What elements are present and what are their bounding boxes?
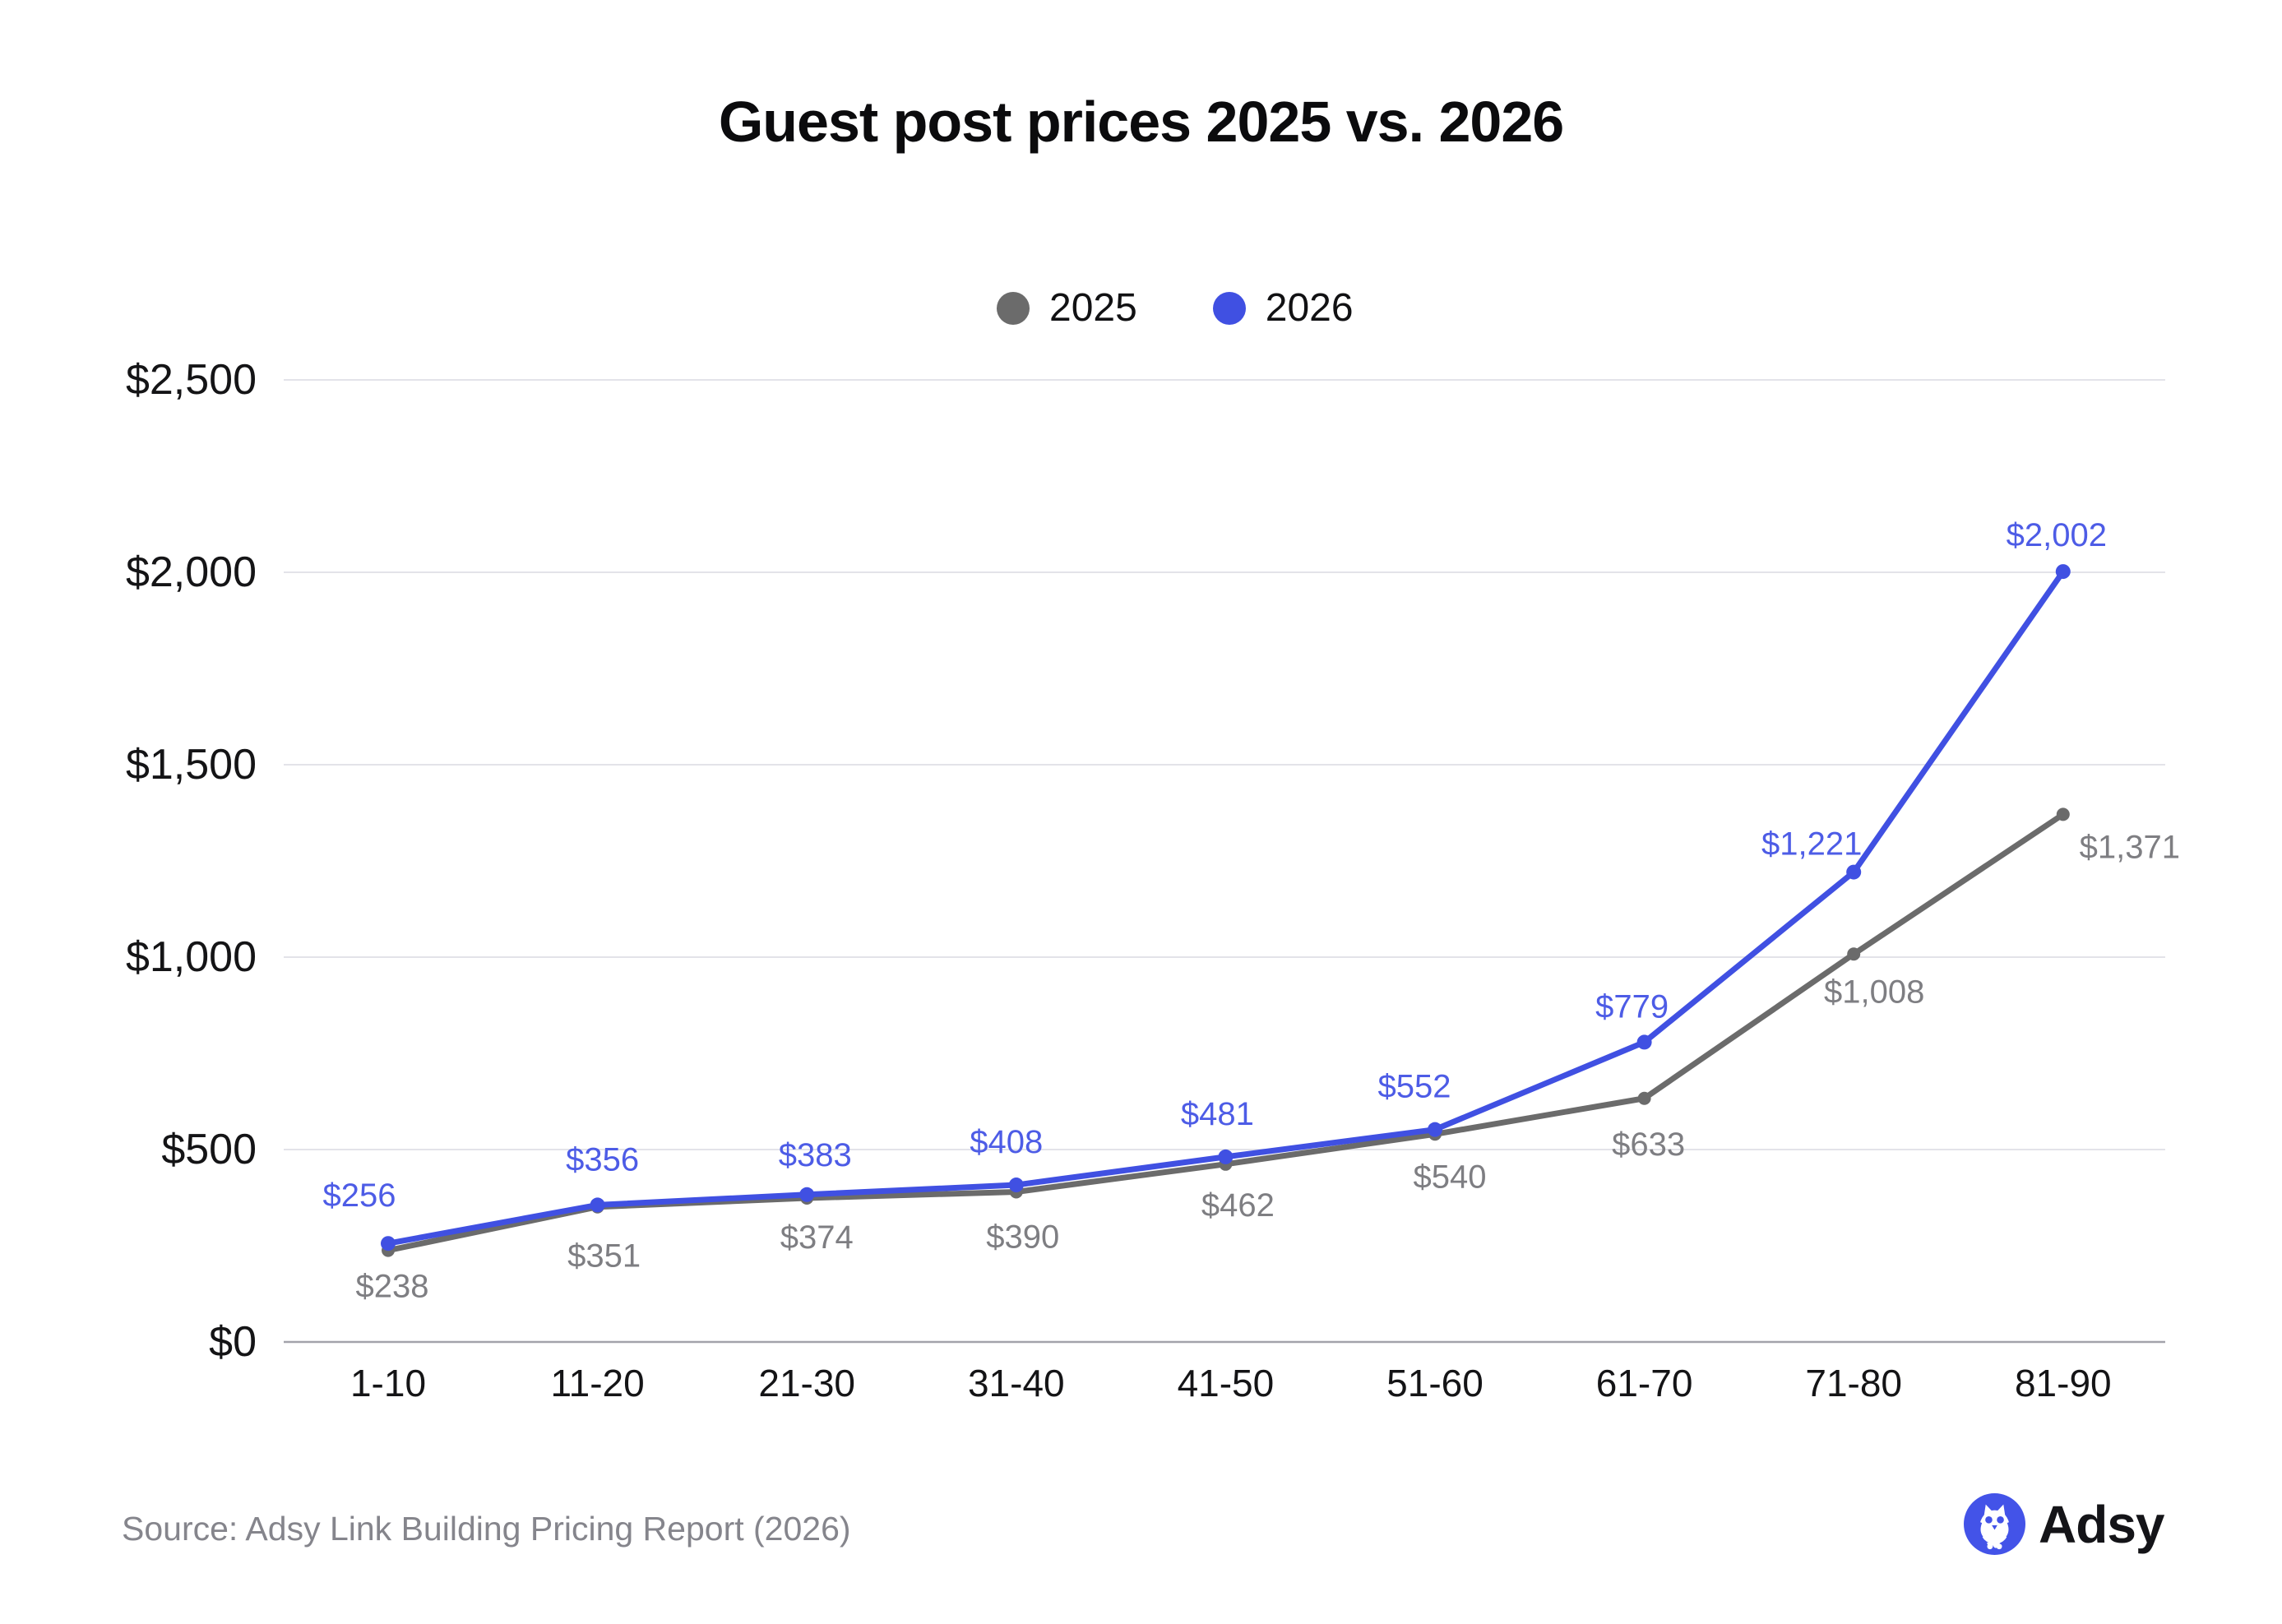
data-point-2026 (799, 1187, 815, 1202)
series-line-2026 (385, 568, 2067, 1247)
brand-logo: Adsy (1964, 1493, 2164, 1555)
y-tick-label: $1,000 (126, 933, 257, 981)
data-label-2025: $633 (1612, 1127, 1685, 1163)
legend: 2025 2026 (997, 285, 1354, 331)
chart-title: Guest post prices 2025 vs. 2026 (718, 90, 1564, 154)
data-label-2026: $1,221 (1761, 826, 1862, 863)
y-tick-label: $500 (161, 1126, 257, 1173)
data-point-2026 (1218, 1149, 1234, 1164)
data-point-2025 (1637, 1091, 1651, 1105)
data-label-2025: $390 (986, 1219, 1059, 1255)
data-label-2026: $356 (566, 1141, 639, 1178)
x-tick-label: 11-20 (550, 1362, 644, 1404)
data-point-2026 (1428, 1122, 1442, 1137)
data-label-2025: $1,008 (1824, 974, 1924, 1010)
legend-item-2026: 2026 (1212, 285, 1354, 331)
data-label-2026: $256 (323, 1178, 396, 1214)
legend-dot-2026-icon (1212, 291, 1246, 325)
data-label-2025: $1,371 (2080, 829, 2180, 865)
legend-dot-2025-icon (997, 291, 1030, 325)
data-point-2026 (1008, 1178, 1024, 1193)
x-tick-label: 61-70 (1596, 1362, 1693, 1404)
x-tick-label: 81-90 (2015, 1362, 2112, 1404)
x-tick-label: 1-10 (350, 1362, 426, 1404)
legend-label-2025: 2025 (1049, 286, 1137, 330)
data-label-2026: $383 (779, 1137, 852, 1173)
data-point-2025 (2056, 807, 2070, 821)
data-label-2025: $374 (780, 1219, 854, 1256)
data-label-2025: $462 (1201, 1187, 1275, 1224)
legend-label-2026: 2026 (1265, 286, 1354, 330)
data-label-2026: $481 (1181, 1096, 1254, 1132)
data-label-2026: $779 (1595, 988, 1669, 1025)
source-note: Source: Adsy Link Building Pricing Repor… (122, 1510, 851, 1548)
x-tick-label: 51-60 (1386, 1362, 1484, 1404)
data-label-2026: $552 (1378, 1069, 1451, 1105)
data-point-2026 (2055, 564, 2071, 580)
x-tick-label: 31-40 (968, 1362, 1065, 1404)
data-label-2026: $408 (970, 1124, 1043, 1160)
y-tick-label: $1,500 (126, 741, 257, 789)
legend-item-2025: 2025 (997, 285, 1137, 331)
data-point-2026 (590, 1197, 605, 1213)
data-label-2025: $351 (567, 1238, 641, 1275)
y-tick-label: $2,000 (126, 548, 257, 596)
data-point-2025 (1847, 947, 1861, 961)
y-tick-label: $2,500 (126, 356, 257, 404)
data-label-2025: $540 (1414, 1159, 1487, 1195)
data-point-2026 (1846, 864, 1862, 880)
data-label-2025: $238 (356, 1269, 429, 1305)
x-tick-label: 71-80 (1805, 1362, 1902, 1404)
adsy-owl-icon (1964, 1493, 2025, 1555)
data-label-2026: $2,002 (2007, 517, 2107, 553)
brand-wordmark: Adsy (2039, 1494, 2164, 1554)
x-tick-label: 41-50 (1178, 1362, 1275, 1404)
y-tick-label: $0 (209, 1318, 257, 1366)
x-tick-label: 21-30 (758, 1362, 855, 1404)
series-line-2025 (385, 811, 2067, 1254)
data-point-2026 (1636, 1034, 1652, 1050)
data-point-2026 (381, 1236, 396, 1252)
